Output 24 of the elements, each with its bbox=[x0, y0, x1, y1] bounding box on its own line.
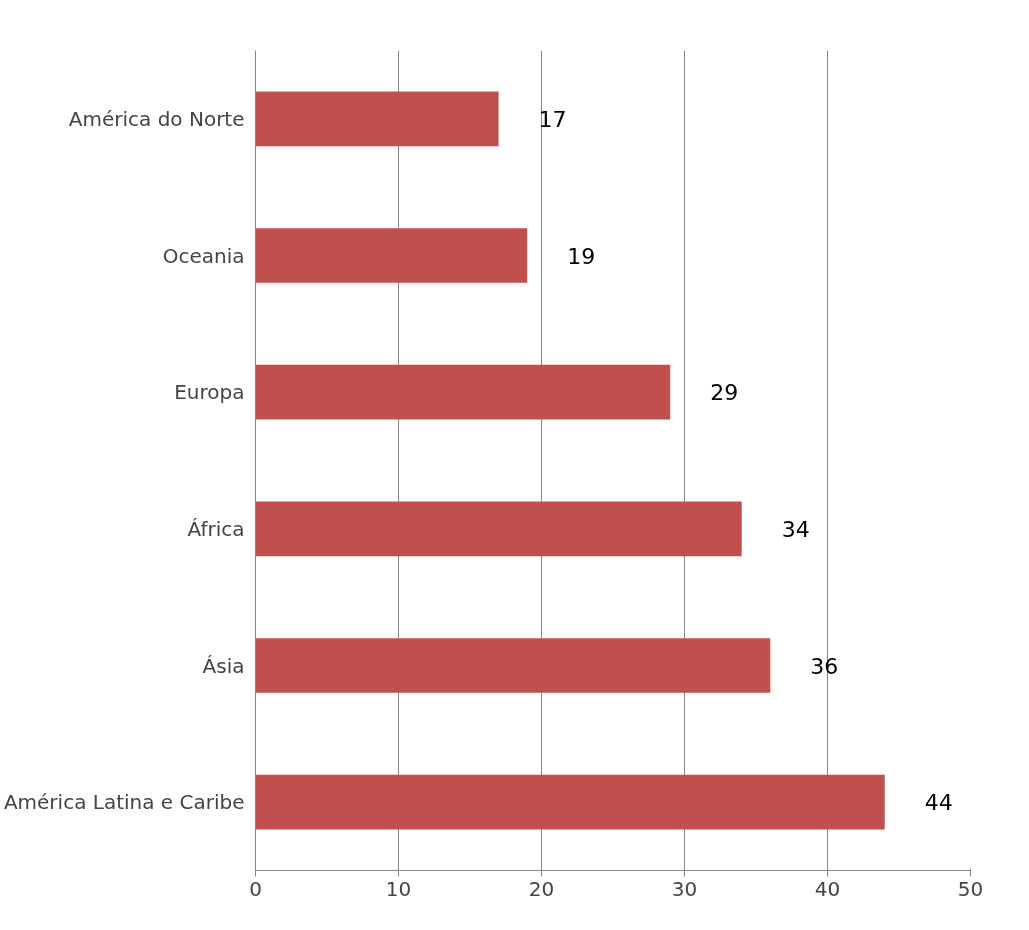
y-tick-label: América Latina e Caribe bbox=[3, 790, 245, 815]
x-tick-label: 40 bbox=[814, 876, 841, 901]
data-label: 34 bbox=[781, 516, 810, 542]
data-label: 19 bbox=[567, 243, 596, 269]
bar bbox=[255, 91, 499, 147]
data-label: 29 bbox=[710, 380, 739, 406]
y-tick-label: Europa bbox=[174, 380, 245, 405]
y-tick-label: América do Norte bbox=[68, 106, 245, 131]
x-tick-label: 50 bbox=[957, 876, 984, 901]
x-tick-label: 0 bbox=[249, 876, 262, 901]
y-tick-label: África bbox=[187, 516, 245, 541]
bar bbox=[255, 774, 885, 830]
x-tick-label: 10 bbox=[385, 876, 412, 901]
x-tick-label: 30 bbox=[671, 876, 698, 901]
y-tick-label: Ásia bbox=[202, 653, 245, 678]
data-label: 44 bbox=[924, 790, 953, 816]
bar bbox=[255, 501, 742, 557]
data-label: 36 bbox=[810, 653, 839, 679]
bar bbox=[255, 638, 771, 693]
bar bbox=[255, 228, 528, 283]
bar bbox=[255, 364, 671, 420]
x-tick-label: 20 bbox=[528, 876, 555, 901]
data-label: 17 bbox=[538, 106, 567, 132]
y-tick-label: Oceania bbox=[162, 243, 245, 268]
